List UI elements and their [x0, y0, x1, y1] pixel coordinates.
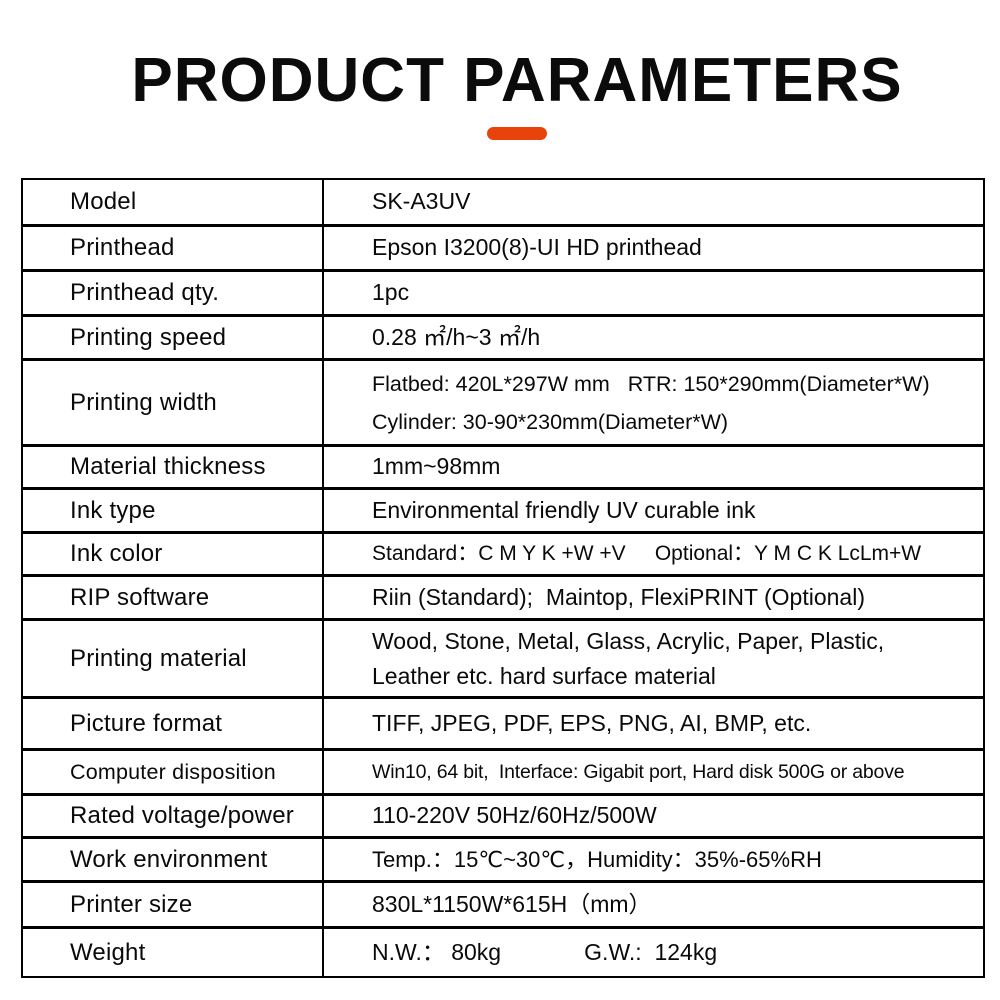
param-value: 830L*1150W*615H（mm）	[324, 883, 983, 926]
param-value: Epson I3200(8)-UI HD printhead	[324, 227, 983, 269]
param-value: SK-A3UV	[324, 180, 983, 224]
param-value-text: 1mm~98mm	[372, 453, 501, 480]
page-header: PRODUCT PARAMETERS	[17, 46, 1000, 141]
table-row-ink-type: Ink type Environmental friendly UV curab…	[23, 490, 983, 534]
param-value-text: SK-A3UV	[372, 188, 471, 215]
table-row-picture-format: Picture format TIFF, JPEG, PDF, EPS, PNG…	[23, 699, 983, 751]
param-label: Ink color	[23, 534, 324, 574]
param-label: Weight	[23, 929, 324, 976]
table-row-printhead: Printhead Epson I3200(8)-UI HD printhead	[23, 227, 983, 272]
table-row-work-environment: Work environment Temp.：15℃~30℃，Humidity：…	[23, 839, 983, 883]
param-label: Printhead	[23, 227, 324, 269]
param-label: Printing speed	[23, 317, 324, 358]
param-value: 0.28 ㎡/h~3 ㎡/h	[324, 317, 983, 358]
param-label: Printing material	[23, 621, 324, 696]
table-row-rip-software: RIP software Riin (Standard); Maintop, F…	[23, 577, 983, 621]
param-value-line2: Leather etc. hard surface material	[372, 662, 716, 689]
param-value: 110-220V 50Hz/60Hz/500W	[324, 796, 983, 836]
param-label: Printing width	[23, 361, 324, 444]
param-value: Environmental friendly UV curable ink	[324, 490, 983, 531]
param-value: Standard：C M Y K +W +V Optional：Y M C K …	[324, 534, 983, 574]
param-value-line1: Wood, Stone, Metal, Glass, Acrylic, Pape…	[372, 627, 885, 654]
param-value: Temp.：15℃~30℃，Humidity：35%-65%RH	[324, 839, 983, 880]
param-value: Riin (Standard); Maintop, FlexiPRINT (Op…	[324, 577, 983, 618]
table-row-ink-color: Ink color Standard：C M Y K +W +V Optiona…	[23, 534, 983, 577]
param-value: 1mm~98mm	[324, 447, 983, 487]
page-title: PRODUCT PARAMETERS	[131, 46, 903, 115]
table-row-printing-width: Printing width Flatbed: 420L*297W mm RTR…	[23, 361, 983, 447]
table-row-material-thickness: Material thickness 1mm~98mm	[23, 447, 983, 490]
param-value: Wood, Stone, Metal, Glass, Acrylic, Pape…	[324, 621, 983, 696]
param-label: Ink type	[23, 490, 324, 531]
param-value-text: Riin (Standard); Maintop, FlexiPRINT (Op…	[372, 583, 865, 610]
param-value-text: Temp.：15℃~30℃，Humidity：35%-65%RH	[372, 846, 822, 872]
param-value: Win10, 64 bit, Interface: Gigabit port, …	[324, 751, 983, 793]
param-label: RIP software	[23, 577, 324, 618]
param-value-text: 1pc	[372, 279, 410, 306]
param-value-text: Win10, 64 bit, Interface: Gigabit port, …	[372, 760, 905, 783]
title-accent-bar	[487, 127, 547, 141]
table-row-weight: Weight N.W.： 80kg G.W.: 124kg	[23, 929, 983, 976]
param-label: Work environment	[23, 839, 324, 880]
param-value-text: TIFF, JPEG, PDF, EPS, PNG, AI, BMP, etc.	[372, 709, 812, 736]
param-label: Model	[23, 180, 324, 224]
param-value-text: Epson I3200(8)-UI HD printhead	[372, 234, 702, 261]
param-value-text: Environmental friendly UV curable ink	[372, 496, 756, 523]
param-value-line1: Flatbed: 420L*297W mm RTR: 150*290mm(Dia…	[372, 371, 930, 396]
table-row-printing-speed: Printing speed 0.28 ㎡/h~3 ㎡/h	[23, 317, 983, 361]
param-label: Material thickness	[23, 447, 324, 487]
table-row-computer-disposition: Computer disposition Win10, 64 bit, Inte…	[23, 751, 983, 796]
param-value-text: Standard：C M Y K +W +V Optional：Y M C K …	[372, 541, 922, 565]
param-value: Flatbed: 420L*297W mm RTR: 150*290mm(Dia…	[324, 361, 983, 444]
param-value-text: 0.28 ㎡/h~3 ㎡/h	[372, 323, 541, 350]
param-label: Computer disposition	[23, 751, 324, 793]
param-value-text: N.W.： 80kg G.W.: 124kg	[372, 938, 718, 965]
params-table: Model SK-A3UV Printhead Epson I3200(8)-U…	[21, 178, 985, 978]
param-value-text: 110-220V 50Hz/60Hz/500W	[372, 802, 657, 829]
param-label: Picture format	[23, 699, 324, 748]
param-value-text: 830L*1150W*615H（mm）	[372, 890, 652, 917]
param-value: 1pc	[324, 272, 983, 314]
table-row-model: Model SK-A3UV	[23, 180, 983, 227]
param-value: TIFF, JPEG, PDF, EPS, PNG, AI, BMP, etc.	[324, 699, 983, 748]
param-label: Rated voltage/power	[23, 796, 324, 836]
table-row-printhead-qty: Printhead qty. 1pc	[23, 272, 983, 317]
param-label: Printhead qty.	[23, 272, 324, 314]
param-value: N.W.： 80kg G.W.: 124kg	[324, 929, 983, 976]
param-value-line2: Cylinder: 30-90*230mm(Diameter*W)	[372, 409, 729, 434]
table-row-printing-material: Printing material Wood, Stone, Metal, Gl…	[23, 621, 983, 699]
table-row-rated-voltage-power: Rated voltage/power 110-220V 50Hz/60Hz/5…	[23, 796, 983, 839]
table-row-printer-size: Printer size 830L*1150W*615H（mm）	[23, 883, 983, 929]
param-label: Printer size	[23, 883, 324, 926]
